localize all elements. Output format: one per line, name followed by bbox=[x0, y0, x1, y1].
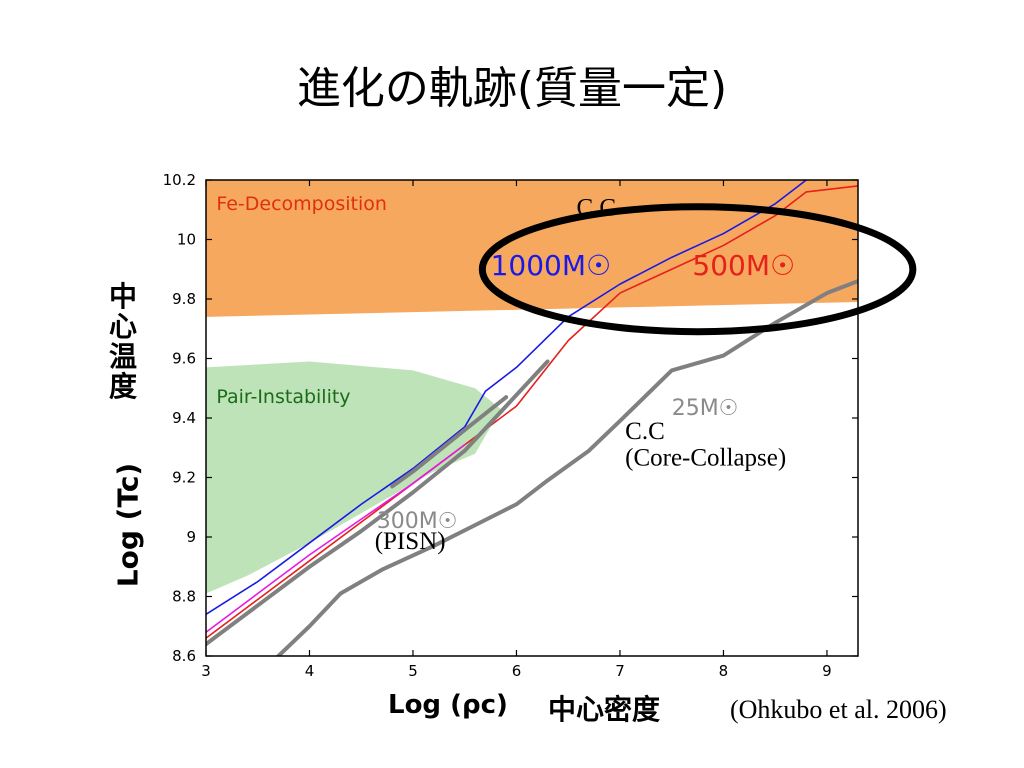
annotation-core-collapse: (Core-Collapse) bbox=[625, 445, 786, 472]
series-line-500m-msun bbox=[206, 185, 858, 639]
series-line-track-2 bbox=[206, 443, 466, 633]
series-label-1000m-msun: 1000M☉ bbox=[491, 249, 612, 282]
annotations-layer: C.CC.C(Core-Collapse)(PISN) bbox=[375, 195, 917, 555]
y-axis-label-japanese: 中心温度 bbox=[108, 280, 137, 403]
ticks-layer: 3 4 5 6 7 8 9 8.6 8.8 9 9.2 9.4 9.6 9.8 10 10.2 bbox=[163, 171, 858, 680]
region-label-fe-decomposition: Fe-Decomposition bbox=[216, 193, 387, 215]
y-axis-label-english-box: Log (Tc) bbox=[108, 460, 148, 590]
x-tick-label: 4 bbox=[305, 662, 315, 680]
series-line-track-4 bbox=[390, 395, 509, 489]
citation: (Ohkubo et al. 2006) bbox=[730, 695, 947, 724]
y-tick-label: 9.2 bbox=[172, 469, 196, 487]
y-tick-label: 9.6 bbox=[172, 350, 196, 368]
x-axis-label-japanese: 中心密度 bbox=[548, 693, 661, 726]
x-tick-label: 3 bbox=[201, 662, 211, 680]
y-tick-label: 8.8 bbox=[172, 588, 196, 606]
x-tick-label: 7 bbox=[615, 662, 625, 680]
series-label-500m-msun: 500M☉ bbox=[692, 249, 795, 282]
annotation-c-c: C.C bbox=[625, 418, 665, 445]
highlight-ellipse bbox=[478, 203, 917, 336]
series-line-1000m-msun bbox=[206, 180, 808, 616]
y-axis-label-english: Log (Tc) bbox=[111, 462, 145, 588]
y-tick-label: 8.6 bbox=[172, 647, 196, 665]
annotation-pisn: (PISN) bbox=[375, 528, 446, 555]
x-tick-label: 5 bbox=[408, 662, 418, 680]
region-fe-decomposition bbox=[206, 180, 858, 317]
slide-title: 進化の軌跡(質量一定) bbox=[296, 63, 728, 114]
series-line-300m-msun bbox=[206, 359, 550, 647]
y-tick-label: 10.2 bbox=[163, 171, 196, 189]
series-label-300m-msun: 300M☉ bbox=[377, 509, 458, 534]
series-label-25m-msun: 25M☉ bbox=[672, 396, 739, 421]
y-tick-label: 9.8 bbox=[172, 290, 196, 308]
y-tick-label: 9 bbox=[186, 528, 196, 546]
region-pair-instability bbox=[206, 361, 501, 594]
x-tick-label: 9 bbox=[822, 662, 832, 680]
series-line-25m-msun bbox=[276, 279, 858, 656]
x-tick-label: 8 bbox=[719, 662, 729, 680]
x-tick-label: 6 bbox=[512, 662, 522, 680]
region-label-pair-instability: Pair-Instability bbox=[216, 386, 350, 408]
x-axis-label-english: Log (ρc) bbox=[388, 690, 508, 720]
labels-layer: Fe-Decomposition Pair-Instability 1000M☉ 50… bbox=[216, 193, 795, 534]
y-tick-label: 9.4 bbox=[172, 409, 196, 427]
series-layer bbox=[206, 180, 858, 656]
regions-layer bbox=[206, 180, 858, 594]
y-tick-label: 10 bbox=[177, 231, 196, 249]
